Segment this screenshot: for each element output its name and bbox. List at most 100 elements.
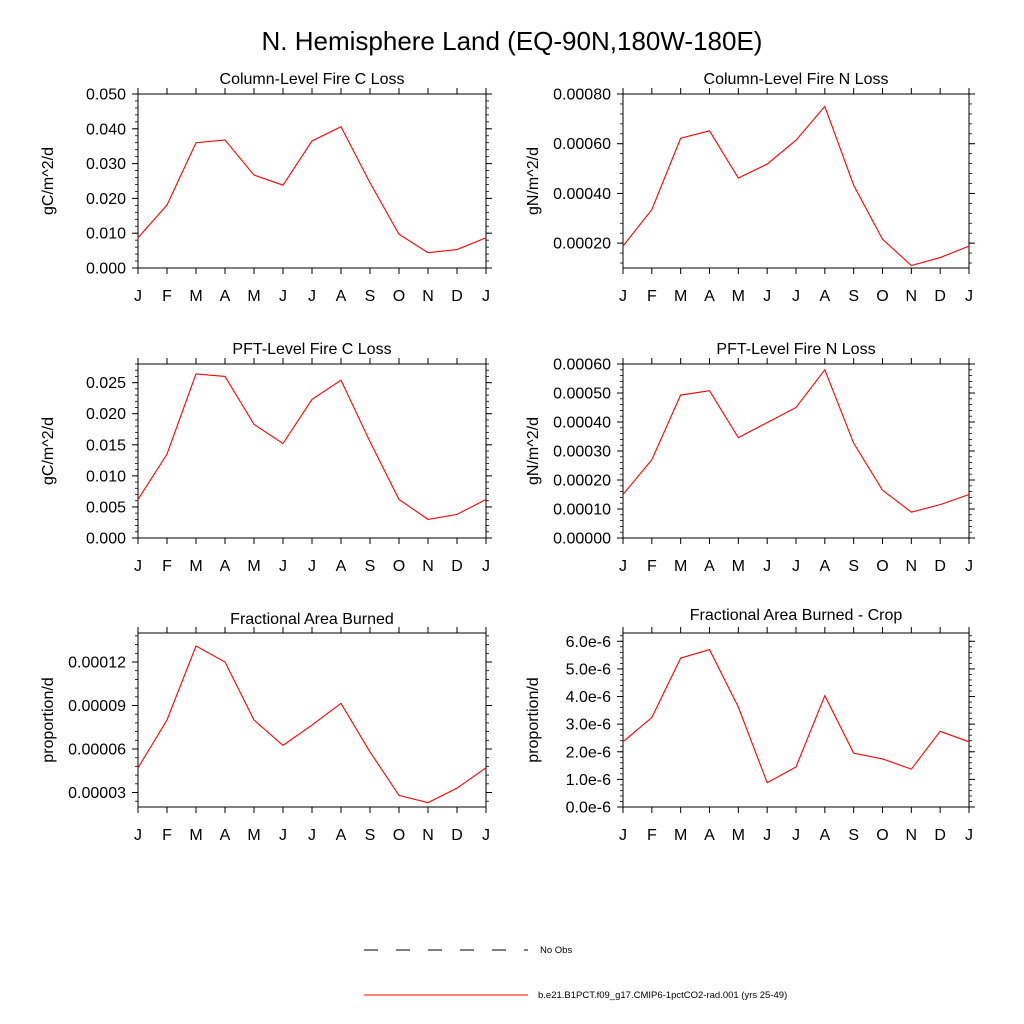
- plot-frame: [137, 93, 487, 269]
- y-axis-label: gC/m^2/d: [40, 147, 57, 215]
- x-tick-label: F: [162, 288, 172, 305]
- y-tick-label: 4.0e-6: [566, 689, 611, 706]
- chart-title: Fractional Area Burned: [230, 611, 394, 628]
- x-tick-label: D: [451, 827, 463, 844]
- x-tick-label: F: [647, 288, 657, 305]
- x-tick-label: J: [965, 288, 973, 305]
- figure-title: N. Hemisphere Land (EQ-90N,180W-180E): [262, 26, 763, 56]
- x-tick-label: F: [647, 827, 657, 844]
- x-tick-label: A: [336, 827, 347, 844]
- y-tick-label: 0.020: [86, 406, 126, 423]
- y-tick-label: 0.00020: [553, 236, 611, 253]
- x-tick-label: J: [792, 558, 800, 575]
- x-tick-label: J: [763, 558, 771, 575]
- x-tick-label: J: [482, 558, 490, 575]
- x-tick-label: J: [965, 827, 973, 844]
- y-tick-label: 0.00000: [553, 531, 611, 548]
- x-tick-label: M: [247, 558, 260, 575]
- x-tick-label: J: [482, 827, 490, 844]
- x-tick-label: J: [792, 288, 800, 305]
- y-tick-label: 0.050: [86, 87, 126, 104]
- x-tick-label: A: [220, 827, 231, 844]
- y-tick-label: 0.00006: [68, 742, 126, 759]
- chart-title: PFT-Level Fire C Loss: [232, 341, 391, 358]
- y-tick-label: 0.000: [86, 531, 126, 548]
- x-tick-label: O: [876, 288, 888, 305]
- legend: No Obs b.e21.B1PCT.f09_g17.CMIP6-1pctCO2…: [364, 945, 787, 1001]
- chart-panel-6: Fractional Area Burned - Crop proportion/…: [525, 607, 975, 844]
- plot-frame: [622, 632, 970, 808]
- x-tick-label: J: [763, 288, 771, 305]
- x-tick-label: M: [674, 558, 687, 575]
- series-line: [622, 648, 970, 784]
- y-axis-label: gN/m^2/d: [525, 417, 542, 485]
- y-tick-label: 0.00030: [553, 444, 611, 461]
- chart-title: Fractional Area Burned - Crop: [690, 607, 903, 624]
- y-tick-label: 0.00009: [68, 698, 126, 715]
- y-tick-label: 2.0e-6: [566, 744, 611, 761]
- x-tick-label: J: [134, 288, 142, 305]
- x-tick-label: J: [308, 288, 316, 305]
- y-tick-label: 0.00080: [553, 87, 611, 104]
- y-tick-label: 0.010: [86, 226, 126, 243]
- y-axis-label: gN/m^2/d: [525, 147, 542, 215]
- x-tick-label: O: [876, 827, 888, 844]
- x-tick-label: A: [704, 827, 715, 844]
- x-tick-label: D: [934, 288, 946, 305]
- x-tick-label: A: [704, 558, 715, 575]
- y-tick-label: 0.040: [86, 121, 126, 138]
- legend-obs-label: No Obs: [540, 945, 572, 956]
- x-tick-label: M: [732, 827, 745, 844]
- x-tick-label: J: [279, 558, 287, 575]
- x-tick-label: A: [336, 288, 347, 305]
- x-tick-label: M: [189, 288, 202, 305]
- chart-title: Column-Level Fire N Loss: [704, 71, 889, 88]
- x-tick-label: M: [247, 827, 260, 844]
- y-tick-label: 5.0e-6: [566, 661, 611, 678]
- y-tick-label: 0.025: [86, 375, 126, 392]
- x-tick-label: J: [965, 558, 973, 575]
- x-tick-label: O: [393, 288, 405, 305]
- x-tick-label: A: [704, 288, 715, 305]
- x-tick-label: N: [906, 827, 918, 844]
- y-tick-label: 0.00003: [68, 785, 126, 802]
- x-tick-label: F: [162, 558, 172, 575]
- y-tick-label: 0.000: [86, 261, 126, 278]
- y-tick-label: 0.00060: [553, 357, 611, 374]
- series-line: [137, 645, 487, 804]
- y-tick-label: 0.00010: [553, 502, 611, 519]
- x-tick-label: J: [619, 558, 627, 575]
- y-tick-label: 0.030: [86, 156, 126, 173]
- x-tick-label: A: [336, 558, 347, 575]
- y-axis-label: proportion/d: [525, 677, 542, 762]
- series-line: [622, 368, 970, 513]
- chart-title: Column-Level Fire C Loss: [220, 71, 405, 88]
- series-line: [137, 373, 487, 520]
- x-tick-label: S: [365, 288, 376, 305]
- plot-frame: [622, 363, 970, 539]
- x-tick-label: A: [819, 288, 830, 305]
- x-tick-label: J: [134, 558, 142, 575]
- y-tick-label: 0.00060: [553, 136, 611, 153]
- x-tick-label: S: [848, 288, 859, 305]
- x-tick-label: N: [906, 558, 918, 575]
- x-tick-label: M: [247, 288, 260, 305]
- x-tick-label: M: [674, 827, 687, 844]
- x-tick-label: N: [422, 558, 434, 575]
- x-tick-label: N: [906, 288, 918, 305]
- y-tick-label: 6.0e-6: [566, 634, 611, 651]
- x-tick-label: J: [763, 827, 771, 844]
- x-tick-label: J: [482, 288, 490, 305]
- y-tick-label: 1.0e-6: [566, 772, 611, 789]
- y-tick-label: 0.020: [86, 191, 126, 208]
- legend-model-label: b.e21.B1PCT.f09_g17.CMIP6-1pctCO2-rad.00…: [538, 990, 787, 1001]
- x-tick-label: N: [422, 827, 434, 844]
- y-axis-label: proportion/d: [40, 677, 57, 762]
- x-tick-label: A: [220, 288, 231, 305]
